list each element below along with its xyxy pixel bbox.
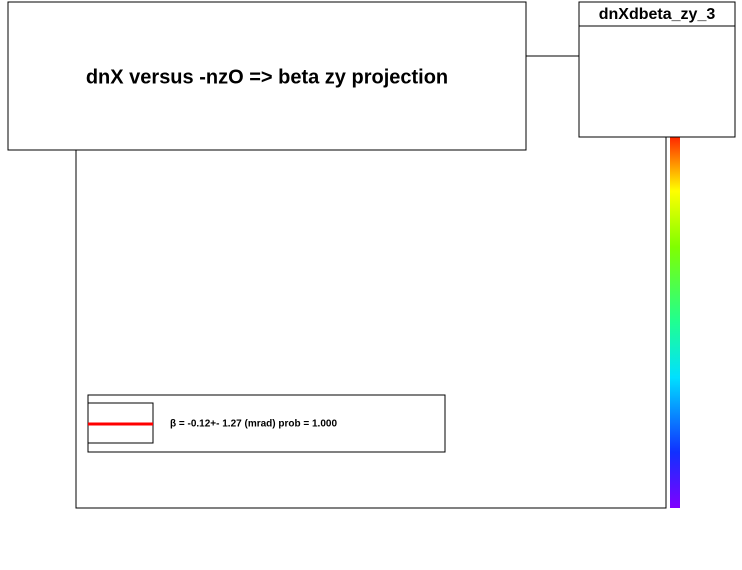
title: dnX versus -nzO => beta zy projection <box>86 66 448 88</box>
palette <box>670 135 680 508</box>
stats-title: dnXdbeta_zy_3 <box>599 6 716 23</box>
stats-box <box>578 1 736 138</box>
legend-label: β = -0.12+- 1.27 (mrad) prob = 1.000 <box>170 419 337 430</box>
title-box <box>7 1 527 151</box>
